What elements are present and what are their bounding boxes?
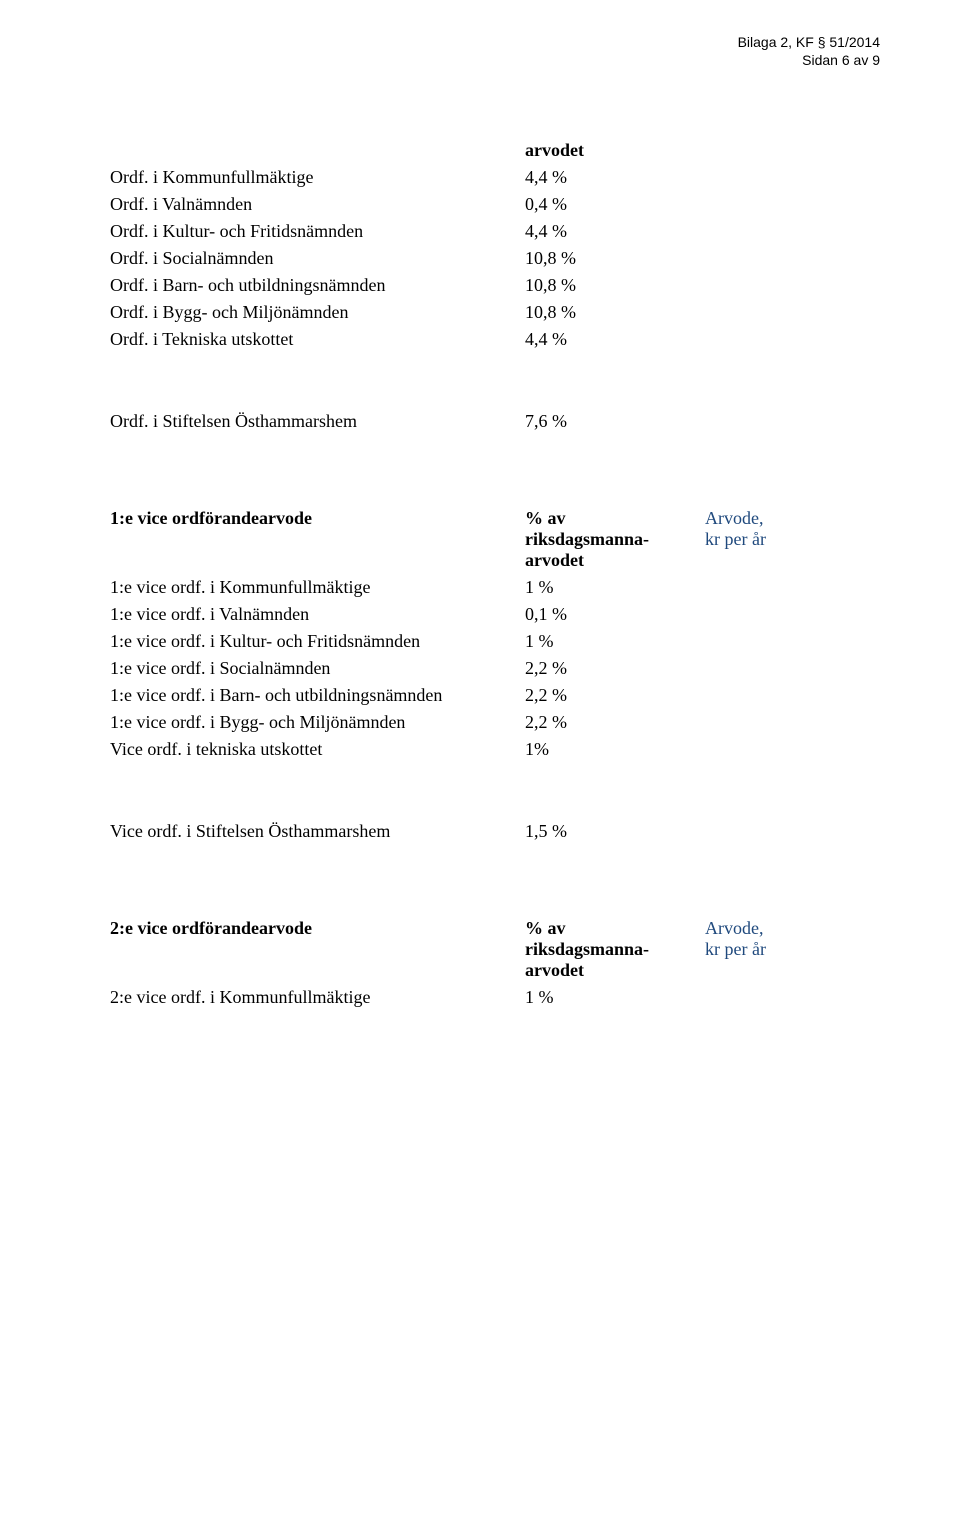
percent-col-line3: arvodet (525, 960, 705, 981)
table-row: 2:e vice ordf. i Kommunfullmäktige 1 % (110, 987, 850, 1008)
percent-col-header: % av riksdagsmanna- arvodet (525, 918, 705, 981)
row-value: 1 % (525, 577, 705, 598)
section-2-header: 1:e vice ordförandearvode % av riksdagsm… (110, 508, 850, 571)
row-label: Ordf. i Kultur- och Fritidsnämnden (110, 221, 525, 242)
arvode-col-header: Arvode, kr per år (705, 508, 835, 571)
row-label: Ordf. i Tekniska utskottet (110, 329, 525, 350)
row-label: Ordf. i Barn- och utbildningsnämnden (110, 275, 525, 296)
row-label: Ordf. i Socialnämnden (110, 248, 525, 269)
row-label: Vice ordf. i tekniska utskottet (110, 739, 525, 760)
row-value: 2,2 % (525, 712, 705, 733)
table-row: Ordf. i Stiftelsen Östhammarshem 7,6 % (110, 411, 850, 432)
row-value: 1,5 % (525, 821, 705, 842)
row-value: 10,8 % (525, 275, 705, 296)
arvodet-label: arvodet (525, 140, 705, 161)
table-row: Ordf. i Tekniska utskottet 4,4 % (110, 329, 850, 350)
section-3-header: 2:e vice ordförandearvode % av riksdagsm… (110, 918, 850, 981)
header-line-2: Sidan 6 av 9 (738, 52, 880, 70)
row-label: Ordf. i Kommunfullmäktige (110, 167, 525, 188)
spacer (110, 438, 850, 508)
arvode-col-line2: kr per år (705, 939, 835, 960)
table-row: Ordf. i Valnämnden 0,4 % (110, 194, 850, 215)
row-label: 1:e vice ordf. i Barn- och utbildningsnä… (110, 685, 525, 706)
row-value: 10,8 % (525, 302, 705, 323)
table-row: Ordf. i Kultur- och Fritidsnämnden 4,4 % (110, 221, 850, 242)
row-value: 0,1 % (525, 604, 705, 625)
row-label: 1:e vice ordf. i Kultur- och Fritidsnämn… (110, 631, 525, 652)
section-title: 1:e vice ordförandearvode (110, 508, 525, 571)
row-label: Ordf. i Stiftelsen Östhammarshem (110, 411, 525, 432)
table-row: Vice ordf. i Stiftelsen Östhammarshem 1,… (110, 821, 850, 842)
row-label: Ordf. i Bygg- och Miljönämnden (110, 302, 525, 323)
table-row: Ordf. i Kommunfullmäktige 4,4 % (110, 167, 850, 188)
empty-cell (110, 140, 525, 161)
row-label: 2:e vice ordf. i Kommunfullmäktige (110, 987, 525, 1008)
table-row: Vice ordf. i tekniska utskottet 1% (110, 739, 850, 760)
table-row: 1:e vice ordf. i Valnämnden 0,1 % (110, 604, 850, 625)
percent-col-line1: % av (525, 508, 705, 529)
header-line-1: Bilaga 2, KF § 51/2014 (738, 34, 880, 52)
percent-col-line1: % av (525, 918, 705, 939)
percent-col-line2: riksdagsmanna- (525, 939, 705, 960)
row-value: 1 % (525, 631, 705, 652)
table-row: 1:e vice ordf. i Bygg- och Miljönämnden … (110, 712, 850, 733)
spacer (110, 766, 850, 821)
section-1: arvodet Ordf. i Kommunfullmäktige 4,4 % … (110, 140, 850, 1008)
table-row: Ordf. i Barn- och utbildningsnämnden 10,… (110, 275, 850, 296)
row-value: 7,6 % (525, 411, 705, 432)
row-label: 1:e vice ordf. i Valnämnden (110, 604, 525, 625)
row-value: 2,2 % (525, 658, 705, 679)
row-label: Ordf. i Valnämnden (110, 194, 525, 215)
arvode-col-line1: Arvode, (705, 918, 835, 939)
spacer (110, 356, 850, 411)
page-header: Bilaga 2, KF § 51/2014 Sidan 6 av 9 (738, 34, 880, 69)
row-value: 1 % (525, 987, 705, 1008)
row-label: 1:e vice ordf. i Socialnämnden (110, 658, 525, 679)
row-label: 1:e vice ordf. i Bygg- och Miljönämnden (110, 712, 525, 733)
percent-col-header: % av riksdagsmanna- arvodet (525, 508, 705, 571)
table-row: 1:e vice ordf. i Barn- och utbildningsnä… (110, 685, 850, 706)
percent-col-line2: riksdagsmanna- (525, 529, 705, 550)
table-row: Ordf. i Bygg- och Miljönämnden 10,8 % (110, 302, 850, 323)
row-value: 4,4 % (525, 221, 705, 242)
table-row: 1:e vice ordf. i Socialnämnden 2,2 % (110, 658, 850, 679)
row-value: 0,4 % (525, 194, 705, 215)
section-title: 2:e vice ordförandearvode (110, 918, 525, 981)
spacer (110, 848, 850, 918)
percent-col-line3: arvodet (525, 550, 705, 571)
row-value: 1% (525, 739, 705, 760)
table-row: 1:e vice ordf. i Kommunfullmäktige 1 % (110, 577, 850, 598)
row-label: 1:e vice ordf. i Kommunfullmäktige (110, 577, 525, 598)
row-label: Vice ordf. i Stiftelsen Östhammarshem (110, 821, 525, 842)
table-row: 1:e vice ordf. i Kultur- och Fritidsnämn… (110, 631, 850, 652)
row-value: 2,2 % (525, 685, 705, 706)
arvode-col-line1: Arvode, (705, 508, 835, 529)
arvode-col-line2: kr per år (705, 529, 835, 550)
row-value: 4,4 % (525, 329, 705, 350)
row-value: 4,4 % (525, 167, 705, 188)
table-row: Ordf. i Socialnämnden 10,8 % (110, 248, 850, 269)
arvodet-header-row: arvodet (110, 140, 850, 161)
row-value: 10,8 % (525, 248, 705, 269)
document-page: Bilaga 2, KF § 51/2014 Sidan 6 av 9 arvo… (0, 0, 960, 1531)
arvode-col-header: Arvode, kr per år (705, 918, 835, 981)
